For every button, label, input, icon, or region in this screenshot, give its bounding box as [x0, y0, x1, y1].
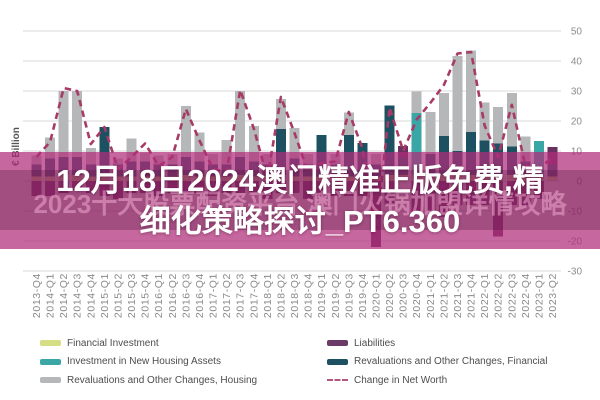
legend-item-label: Financial Investment	[67, 337, 159, 349]
x-tick-label: 2019-Q1	[316, 273, 328, 318]
change-in-net-worth-swatch	[327, 379, 348, 382]
bar-segment	[411, 113, 422, 175]
headline-line-2: 细化策略探讨_PT6.360	[139, 204, 461, 239]
legend-column-right: Liabilities Revaluations and Other Chang…	[327, 334, 547, 390]
bar-segment	[411, 91, 422, 114]
liabilities-swatch	[327, 340, 348, 347]
bar-segment	[343, 112, 354, 135]
legend-item-change-in-net-worth: Change in Net Worth	[327, 371, 547, 390]
x-tick-label: 2014-Q2	[58, 273, 70, 318]
x-tick-label: 2022-Q3	[506, 273, 518, 318]
x-tick-label: 2015-Q1	[99, 273, 111, 318]
bar-segment	[438, 93, 449, 136]
bar-segment	[466, 50, 477, 133]
x-tick-label: 2021-Q4	[466, 273, 478, 318]
bar-segment	[398, 146, 409, 157]
x-tick-label: 2022-Q4	[520, 273, 532, 318]
bar-segment	[72, 91, 83, 157]
y-axis-title: € Billion	[11, 127, 22, 166]
bar-segment	[126, 138, 137, 162]
x-tick-label: 2017-Q4	[248, 273, 260, 318]
y-tick-label: -30	[568, 267, 583, 278]
legend-item-liabilities: Liabilities	[327, 334, 547, 353]
x-tick-label: 2021-Q2	[438, 273, 450, 318]
x-tick-label: 2019-Q4	[357, 273, 369, 318]
legend-column-left: Financial Investment Investment in New H…	[40, 334, 327, 390]
bar-segment	[384, 105, 395, 175]
y-tick-label: 30	[571, 87, 583, 98]
investment-new-housing-swatch	[40, 358, 61, 365]
x-tick-label: 2022-Q2	[493, 273, 505, 318]
bar-segment	[479, 102, 490, 141]
headline-title: 12月18日2024澳门精准正版免费,精 细化策略探讨_PT6.360	[0, 160, 600, 242]
x-tick-label: 2015-Q4	[140, 273, 152, 318]
x-tick-label: 2014-Q4	[85, 273, 97, 318]
y-tick-label: 40	[571, 57, 583, 68]
legend-item-revaluations-housing: Revaluations and Other Changes, Housing	[40, 371, 327, 390]
revaluations-housing-swatch	[40, 377, 61, 384]
legend-item-label: Revaluations and Other Changes, Housing	[67, 374, 258, 386]
revaluations-financial-swatch	[327, 358, 348, 365]
bar-segment	[452, 55, 463, 151]
x-tick-label: 2023-Q1	[533, 273, 545, 318]
bar-segment	[194, 132, 205, 162]
bar-segment	[520, 136, 531, 162]
x-tick-label: 2021-Q3	[452, 273, 464, 318]
x-tick-label: 2018-Q1	[262, 273, 274, 318]
bar-segment	[180, 106, 191, 157]
legend-item-revaluations-financial: Revaluations and Other Changes, Financia…	[327, 353, 547, 372]
x-tick-label: 2021-Q1	[425, 273, 437, 318]
x-tick-label: 2013-Q4	[31, 273, 43, 318]
bar-segment	[58, 91, 69, 157]
y-tick-label: 10	[571, 147, 583, 158]
x-tick-label: 2016-Q2	[167, 273, 179, 318]
bar-segment	[425, 112, 436, 154]
legend-item-label: Revaluations and Other Changes, Financia…	[354, 356, 548, 368]
x-tick-label: 2014-Q1	[45, 273, 57, 318]
legend-item-label: Change in Net Worth	[354, 374, 448, 386]
bar-segment	[506, 92, 517, 147]
headline-line-1: 12月18日2024澳门精准正版免费,精	[56, 163, 544, 198]
x-tick-label: 2018-Q2	[275, 273, 287, 318]
x-axis-tick-labels: 2013-Q4 2014-Q1 2014-Q2 2014-Q3 2014-Q4 2015-…	[31, 273, 559, 318]
x-tick-label: 2020-Q4	[411, 273, 423, 318]
x-tick-label: 2017-Q1	[208, 273, 220, 318]
x-tick-label: 2022-Q1	[479, 273, 491, 318]
x-tick-label: 2016-Q3	[180, 273, 192, 318]
bar-segment	[289, 127, 300, 159]
x-tick-label: 2015-Q3	[126, 273, 138, 318]
bar-segment	[248, 126, 259, 162]
x-tick-label: 2020-Q2	[384, 273, 396, 318]
x-tick-label: 2016-Q4	[194, 273, 206, 318]
bar-segment	[235, 91, 246, 157]
legend-item-investment-new-housing: Investment in New Housing Assets	[40, 353, 327, 372]
chart-legend: Financial Investment Investment in New H…	[40, 334, 580, 390]
x-tick-label: 2020-Q3	[398, 273, 410, 318]
x-tick-label: 2020-Q1	[371, 273, 383, 318]
legend-item-label: Liabilities	[354, 337, 396, 349]
legend-item-label: Investment in New Housing Assets	[67, 356, 221, 368]
legend-item-financial-investment: Financial Investment	[40, 334, 327, 353]
watermark-text: 2023十大股票配资平台 澳门火锅加盟详情攻略	[33, 189, 567, 219]
y-tick-label: 50	[571, 27, 583, 38]
x-tick-label: 2015-Q2	[112, 273, 124, 318]
y-tick-label: 20	[571, 117, 583, 128]
x-tick-label: 2017-Q2	[221, 273, 233, 318]
x-tick-label: 2016-Q1	[153, 273, 165, 318]
financial-investment-swatch	[40, 340, 61, 347]
x-tick-label: 2018-Q4	[303, 273, 315, 318]
net-worth-line	[35, 50, 554, 234]
x-tick-label: 2023-Q2	[547, 273, 559, 318]
x-tick-label: 2018-Q3	[289, 273, 301, 318]
x-tick-label: 2019-Q3	[343, 273, 355, 318]
bar-segment	[493, 107, 504, 144]
x-tick-label: 2017-Q3	[235, 273, 247, 318]
x-tick-label: 2019-Q2	[330, 273, 342, 318]
bar-segment	[99, 127, 110, 175]
bar-segment	[275, 99, 286, 130]
bar-segment	[45, 137, 56, 159]
x-tick-label: 2014-Q3	[72, 273, 84, 318]
